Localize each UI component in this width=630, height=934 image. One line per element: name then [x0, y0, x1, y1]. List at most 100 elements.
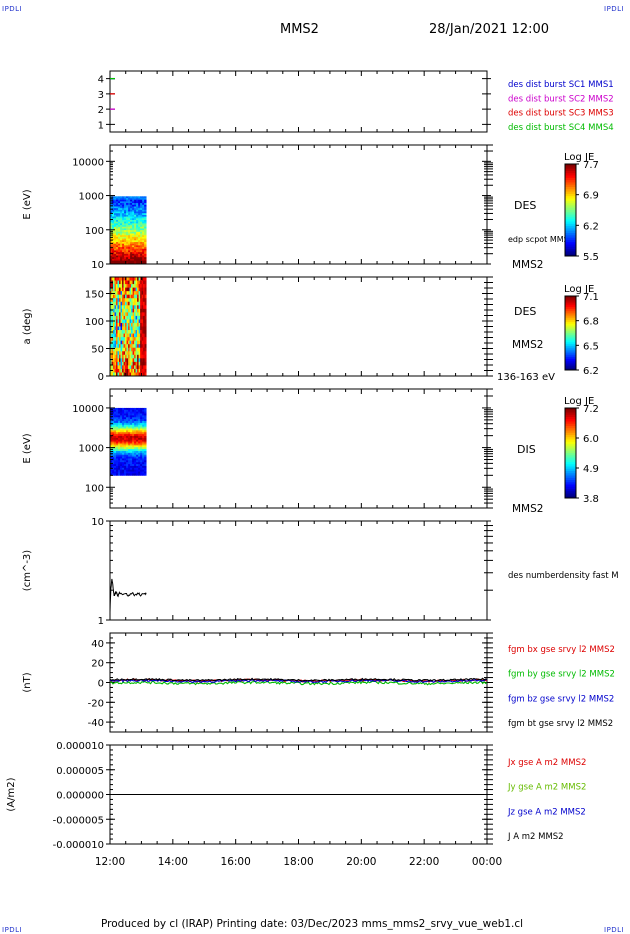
spectrogram-cell — [142, 445, 145, 448]
spectrogram-cell — [113, 354, 115, 359]
spectrogram-cell — [119, 351, 121, 356]
spectrogram-cell — [122, 462, 125, 465]
colorbar-des-energy-segment — [565, 170, 576, 174]
spectrogram-cell — [138, 340, 141, 345]
corner-label-bottom-left: IPDLI — [2, 926, 23, 934]
spectrogram-cell — [112, 198, 115, 201]
spectrogram-cell — [132, 434, 135, 437]
spectrogram-cell — [117, 312, 120, 317]
spectrogram-cell — [141, 330, 144, 334]
spectrogram-cell — [130, 208, 133, 211]
colorbar-des-pitch-segment — [565, 308, 576, 312]
spectrogram-cell — [128, 221, 131, 224]
spectrogram-cell — [128, 201, 131, 204]
spectrogram-cell — [134, 308, 136, 313]
spectrogram-cell — [113, 294, 115, 299]
spectrogram-cell — [142, 223, 145, 226]
spectrogram-cell — [126, 301, 129, 306]
spectrogram-cell — [126, 365, 129, 370]
spectrogram-cell — [119, 308, 121, 313]
spectrogram-cell — [118, 235, 121, 238]
spectrogram-cell — [132, 277, 135, 281]
spectrogram-cell — [119, 284, 121, 289]
spectrogram-cell — [114, 198, 117, 201]
colorbar-dis-energy-segment — [565, 473, 576, 476]
spectrogram-cell — [116, 409, 119, 413]
spectrogram-cell — [144, 333, 147, 338]
colorbar-des-energy-segment — [565, 164, 576, 167]
spectrogram-cell — [136, 245, 139, 248]
spectrogram-cell — [140, 419, 143, 422]
spectrogram-cell — [144, 454, 147, 457]
spectrogram-cell — [118, 196, 121, 199]
spectrogram-cell — [118, 225, 121, 228]
spectrogram-cell — [110, 337, 112, 342]
spectrogram-cell — [129, 344, 132, 349]
colorbar-des-energy-segment — [565, 205, 576, 209]
spectrogram-cell — [130, 465, 133, 469]
colorbar-des-energy-segment — [565, 233, 576, 236]
spectrogram-cell — [138, 436, 141, 439]
spectrogram-cell — [110, 326, 112, 331]
spectrogram-cell — [129, 319, 132, 324]
spectrogram-cell — [116, 301, 118, 306]
spectrogram-cell — [128, 372, 130, 377]
spectrogram-cell — [134, 473, 137, 476]
spectrogram-cell — [143, 315, 146, 320]
spectrogram-cell — [122, 434, 125, 437]
spectrogram-cell — [111, 326, 114, 331]
spectrogram-cell — [140, 280, 143, 285]
spectrogram-cell — [126, 326, 129, 331]
spectrogram-cell — [131, 330, 133, 334]
colorbar-des-pitch-tick-label: 6.5 — [583, 341, 599, 352]
spectrogram-cell — [144, 354, 147, 359]
spectrogram-cell — [136, 411, 139, 414]
spectrogram-cell — [126, 443, 129, 446]
spectrogram-cell — [120, 211, 123, 214]
spectrogram-cell — [136, 428, 139, 431]
spectrogram-cell — [142, 214, 145, 218]
spectrogram-cell — [128, 225, 131, 228]
spectrogram-cell — [129, 322, 132, 327]
spectrogram-cell — [122, 436, 125, 439]
spectrogram-cell — [114, 228, 117, 231]
spectrogram-cell — [116, 424, 119, 428]
spectrogram-cell — [122, 471, 125, 474]
colorbar-des-pitch — [564, 295, 577, 371]
spectrogram-cell — [135, 351, 138, 356]
spectrogram-cell — [112, 221, 115, 224]
spectrogram-cell — [124, 216, 127, 219]
spectrogram-cell — [119, 291, 121, 296]
spectrogram-cell — [131, 347, 133, 352]
spectrogram-cell — [138, 421, 141, 424]
spectrogram-cell — [136, 421, 139, 424]
spectrogram-cell — [130, 450, 133, 454]
spectrogram-cell — [126, 439, 129, 443]
spectrogram-cell — [120, 344, 123, 349]
spectrogram-cell — [144, 465, 147, 469]
legend-entry: des numberdensity fast M — [508, 571, 619, 581]
spectrogram-cell — [143, 358, 146, 363]
spectrogram-cell — [135, 358, 138, 363]
spectrogram-cell — [136, 437, 139, 441]
spectrogram-cell — [114, 365, 117, 370]
spectrogram-cell — [140, 347, 143, 352]
spectrogram-cell — [118, 238, 121, 241]
colorbar-des-pitch-segment — [565, 321, 576, 325]
spectrogram-cell — [114, 330, 117, 334]
spectrogram-cell — [144, 322, 147, 327]
spectrogram-cell — [114, 196, 117, 199]
colorbar-dis-energy-segment — [565, 423, 576, 427]
spectrogram-cell — [116, 308, 118, 313]
spectrogram-cell — [134, 242, 137, 245]
spectrogram-cell — [144, 208, 147, 211]
spectrogram-cell — [132, 206, 135, 209]
spectrogram-cell — [130, 422, 133, 426]
spectrogram-cell — [136, 248, 139, 251]
spectrogram-cell — [128, 196, 131, 199]
spectrogram-cell — [112, 231, 115, 234]
spectrogram-cell — [142, 228, 145, 231]
spectrogram-cell — [125, 301, 127, 306]
spectrogram-cell — [138, 204, 141, 207]
spectrogram-cell — [120, 347, 123, 352]
